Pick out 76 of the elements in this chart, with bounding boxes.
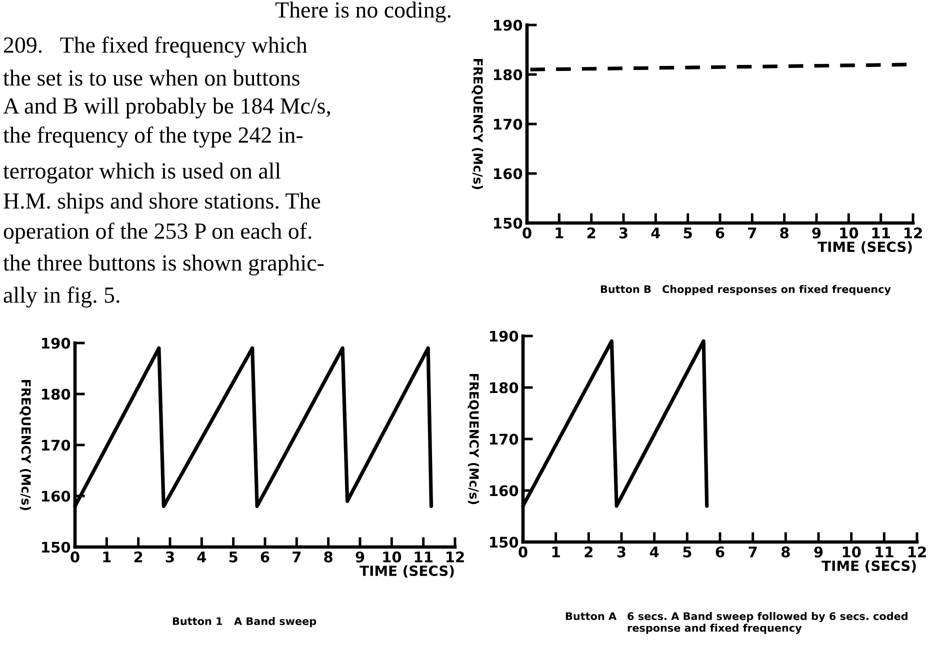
text: There is no coding. [275, 2, 450, 22]
x-tick-label: 2 [134, 551, 142, 562]
y-tick-label: 150 [494, 218, 522, 229]
x-tick-label: 4 [650, 546, 659, 558]
x-tick-label: 10 [383, 551, 402, 562]
y-tick-label: 150 [490, 536, 518, 548]
x-tick-label: 5 [683, 546, 692, 558]
x-axis-title: TIME (SECS) [818, 241, 912, 254]
text: ally in fig. 5. [4, 286, 120, 308]
x-tick-label: 0 [522, 227, 532, 238]
x-tick-label: 1 [552, 546, 560, 558]
x-tick-label: 6 [716, 227, 724, 238]
text: H.M. ships and shore stations. The [4, 192, 320, 214]
text: the three buttons is shown graphic- [3, 254, 324, 276]
text: Chopped responses on fixed frequency [662, 285, 891, 296]
y-tick-label: 190 [490, 330, 518, 342]
x-tick-label: 6 [716, 546, 724, 558]
x-tick-label: 5 [684, 228, 692, 238]
x-tick-label: 9 [814, 546, 823, 558]
y-axis-title: FREQUENCY (Mc/s) [468, 374, 480, 504]
x-tick-label: 7 [748, 228, 756, 238]
x-axis-title: TIME (SECS) [822, 560, 916, 573]
x-tick-label: 8 [780, 227, 788, 238]
x-tick-label: 8 [324, 551, 332, 562]
x-tick-label: 8 [781, 546, 790, 558]
x-axis-title: TIME (SECS) [360, 565, 454, 578]
x-tick-label: 1 [103, 552, 111, 562]
y-tick-label: 170 [42, 440, 70, 451]
y-tick-label: 190 [494, 20, 522, 31]
x-tick-label: 4 [197, 552, 206, 562]
text: terrogator which is used on all [3, 162, 281, 184]
y-axis-title: FREQUENCY (Mc/s) [20, 380, 32, 510]
x-tick-label: 7 [292, 552, 301, 562]
x-tick-label: 11 [872, 228, 890, 238]
y-tick-label: 150 [42, 542, 70, 553]
x-tick-label: 5 [229, 552, 238, 562]
x-tick-label: 0 [518, 546, 528, 558]
y-axis-title: FREQUENCY (Mc/s) [472, 58, 484, 190]
y-tick-label: 180 [490, 382, 518, 394]
x-tick-label: 2 [584, 546, 592, 558]
text: Button B [600, 285, 651, 294]
y-tick-label: 160 [42, 490, 70, 502]
text: Button A [566, 612, 617, 620]
x-tick-label: 10 [842, 546, 861, 558]
x-tick-label: 9 [812, 227, 821, 238]
text: Button 1 [172, 617, 222, 626]
x-tick-label: 3 [619, 227, 628, 238]
text: the frequency of the type 242 in- [3, 126, 303, 148]
text: A and B will probably be 184 Mc/s, [3, 98, 330, 118]
x-tick-label: 3 [617, 546, 626, 558]
x-tick-label: 7 [748, 546, 757, 558]
y-tick-label: 180 [42, 388, 70, 400]
x-tick-label: 12 [446, 551, 464, 562]
y-tick-label: 170 [494, 118, 522, 130]
text: operation of the 253 P on each of. [4, 222, 312, 244]
x-tick-label: 9 [356, 551, 364, 562]
y-tick-label: 160 [494, 168, 522, 180]
text: A Band sweep [234, 617, 316, 628]
x-tick-label: 3 [166, 551, 174, 562]
x-tick-label: 2 [587, 227, 596, 238]
x-tick-label: 10 [840, 227, 858, 238]
text: 6 secs. A Band sweep followed by 6 secs. coded response and fixed frequency [628, 612, 908, 634]
x-tick-label: 11 [876, 546, 894, 558]
y-tick-label: 190 [42, 338, 70, 349]
y-tick-label: 180 [494, 69, 522, 80]
x-tick-label: 12 [904, 227, 922, 238]
text: 209. The fixed frequency which [4, 36, 308, 58]
text: the set is to use when on buttons [3, 70, 300, 86]
x-tick-label: 11 [414, 552, 432, 562]
x-tick-label: 6 [260, 551, 270, 562]
x-tick-label: 1 [556, 228, 564, 238]
x-tick-label: 0 [70, 551, 80, 562]
x-tick-label: 4 [651, 228, 660, 238]
y-tick-label: 160 [490, 485, 518, 496]
x-tick-label: 12 [908, 546, 926, 558]
y-tick-label: 170 [490, 434, 518, 445]
